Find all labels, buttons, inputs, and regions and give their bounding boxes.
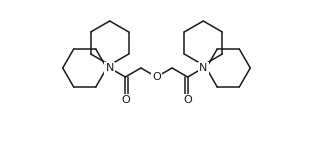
Text: O: O [121, 95, 130, 105]
Text: O: O [152, 72, 161, 82]
Text: N: N [199, 63, 208, 73]
Text: N: N [105, 63, 114, 73]
Text: O: O [183, 95, 192, 105]
